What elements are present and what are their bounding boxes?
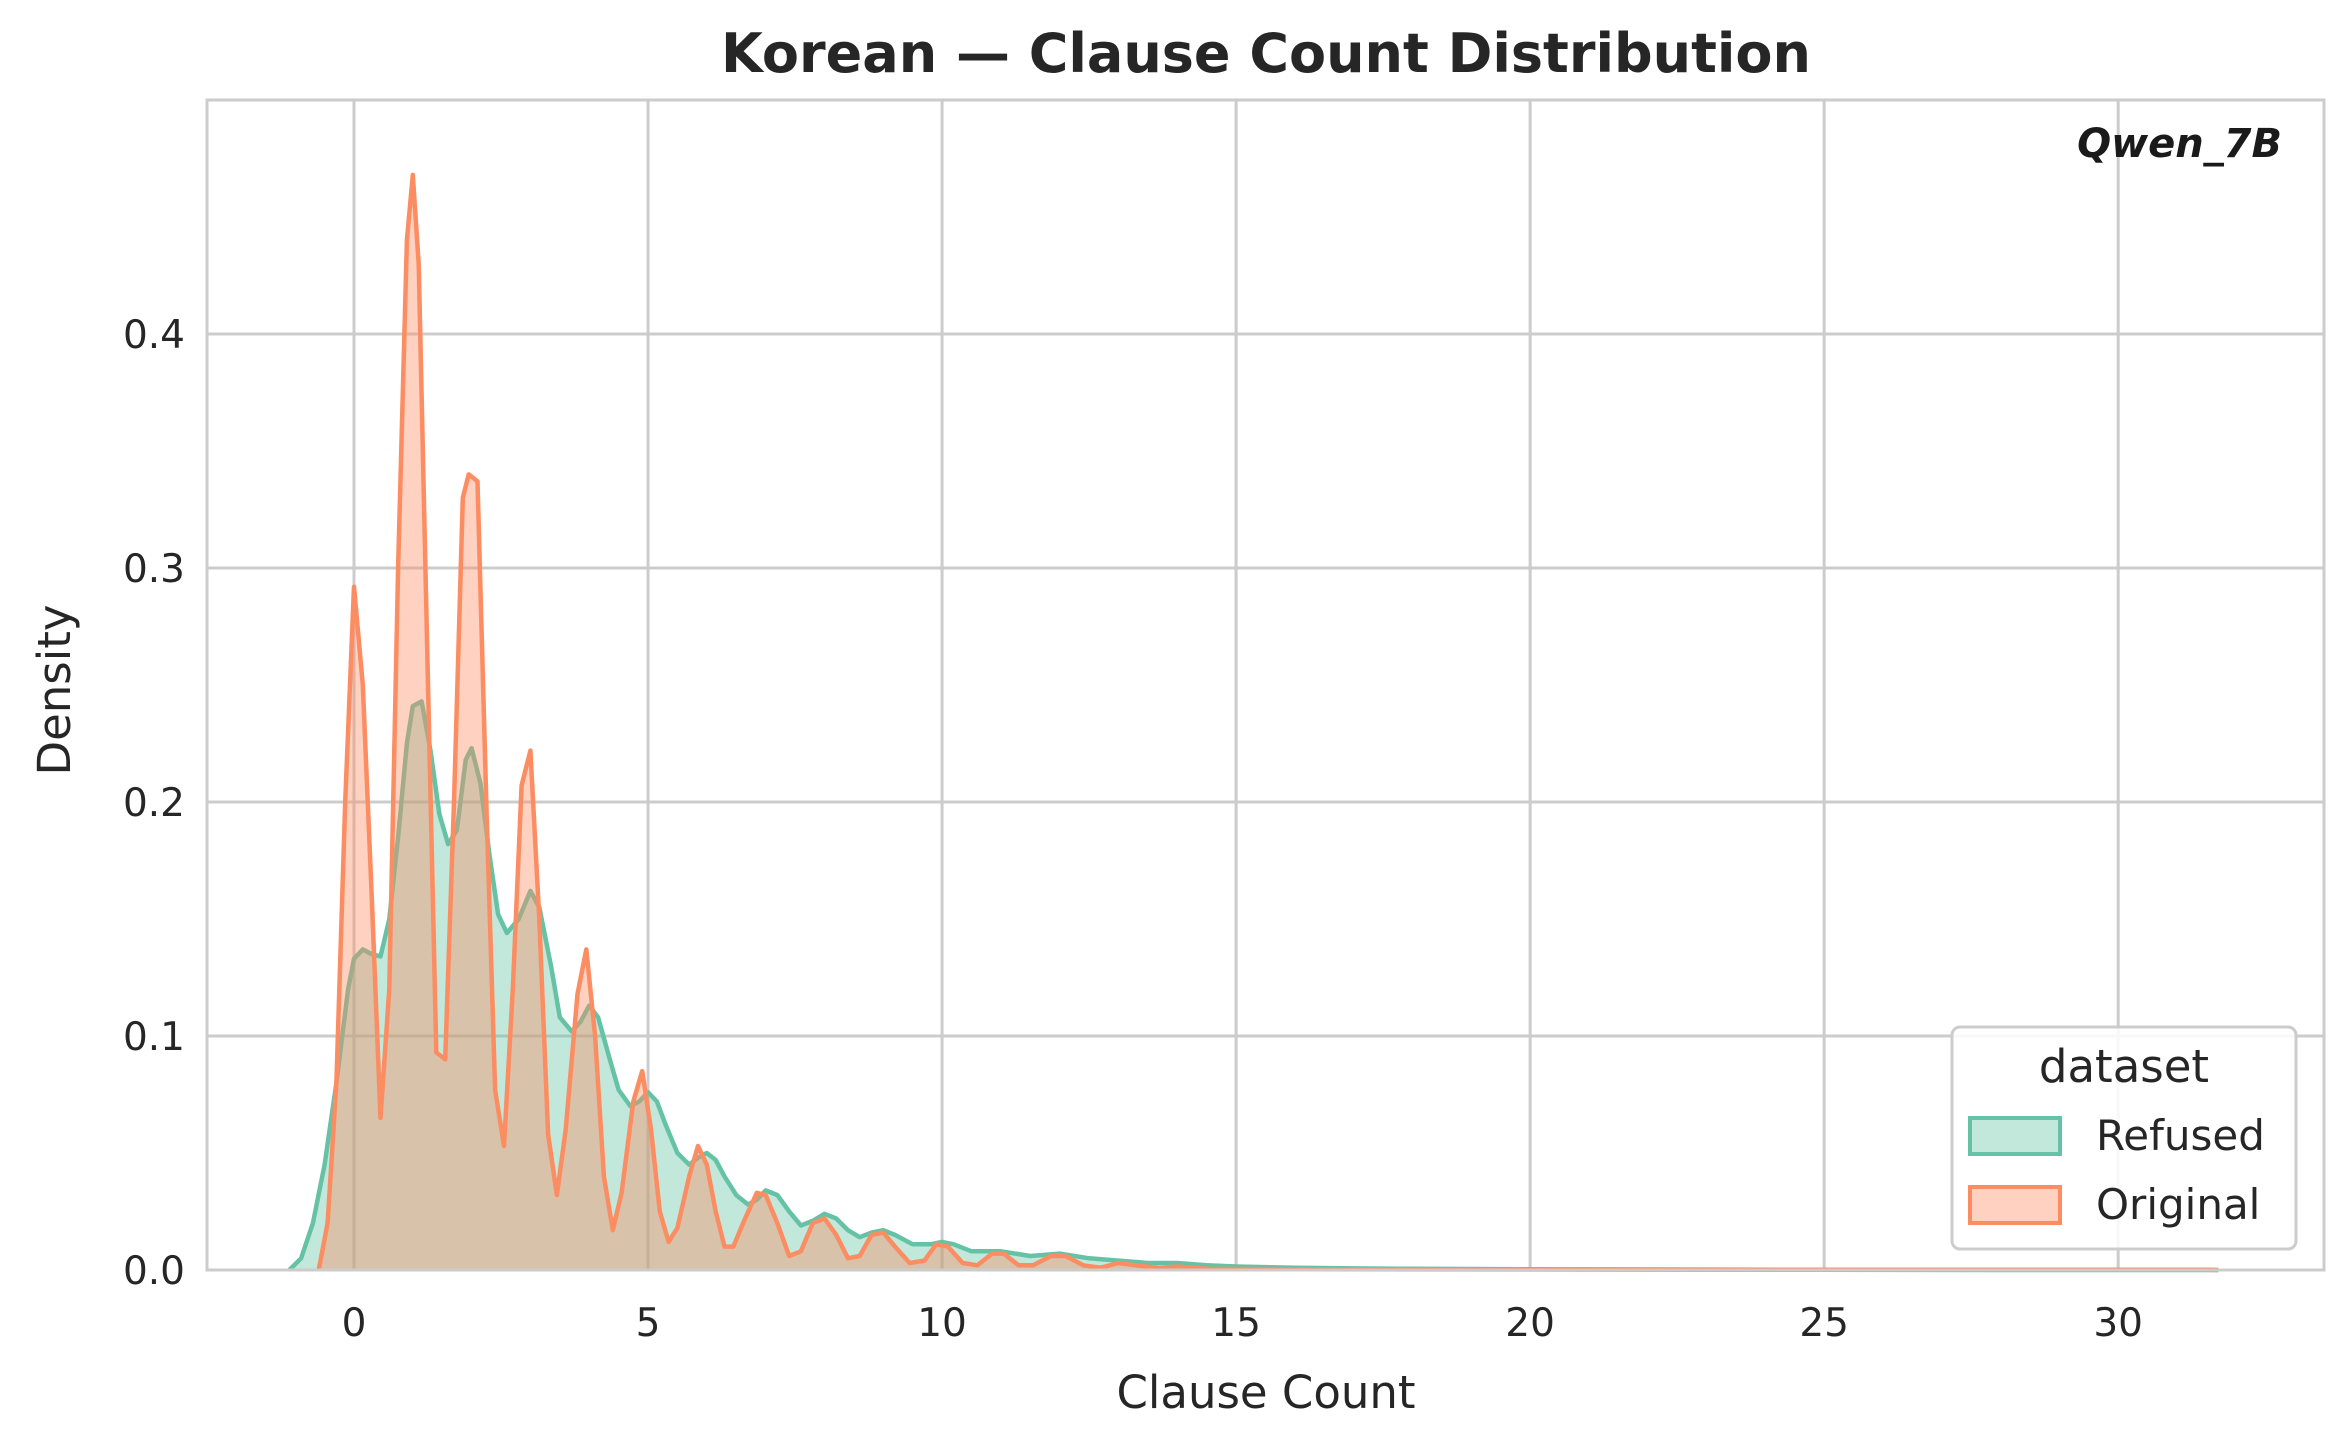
- legend-label-refused: Refused: [2096, 1111, 2265, 1160]
- model-annotation: Qwen_7B: [2077, 121, 2282, 167]
- legend-swatch-original: [1968, 1185, 2062, 1225]
- x-tick-label: 25: [1799, 1301, 1849, 1346]
- x-tick-label: 20: [1505, 1301, 1555, 1346]
- x-tick-label: 0: [342, 1301, 367, 1346]
- x-tick-label: 15: [1211, 1301, 1261, 1346]
- chart-title: Korean — Clause Count Distribution: [721, 22, 1811, 85]
- y-axis-label: Density: [28, 604, 81, 775]
- legend-title: dataset: [2039, 1040, 2209, 1093]
- x-tick-labels: 0 5 10 15 20 25 30: [342, 1301, 2143, 1346]
- x-tick-label: 5: [636, 1301, 661, 1346]
- legend-box: [1950, 1025, 2298, 1251]
- legend-label-original: Original: [2096, 1180, 2260, 1229]
- y-tick-label: 0.2: [123, 781, 185, 826]
- y-tick-label: 0.3: [123, 547, 185, 592]
- y-tick-label: 0.4: [123, 313, 185, 358]
- y-tick-label: 0.1: [123, 1015, 185, 1060]
- series-area-refused: [289, 701, 2219, 1270]
- y-tick-label: 0.0: [123, 1249, 185, 1294]
- x-axis-label: Clause Count: [1116, 1366, 1415, 1419]
- legend-swatch-refused: [1968, 1116, 2062, 1156]
- series-area-original: [318, 174, 2219, 1270]
- series-line-original: [316, 172, 2219, 1273]
- y-tick-labels: 0.0 0.1 0.2 0.3 0.4: [123, 313, 185, 1294]
- series-layer: [287, 172, 2219, 1273]
- legend: dataset Refused Original: [1950, 1025, 2298, 1251]
- plot-frame: [205, 98, 2326, 1272]
- x-tick-label: 10: [917, 1301, 967, 1346]
- x-tick-label: 30: [2093, 1301, 2143, 1346]
